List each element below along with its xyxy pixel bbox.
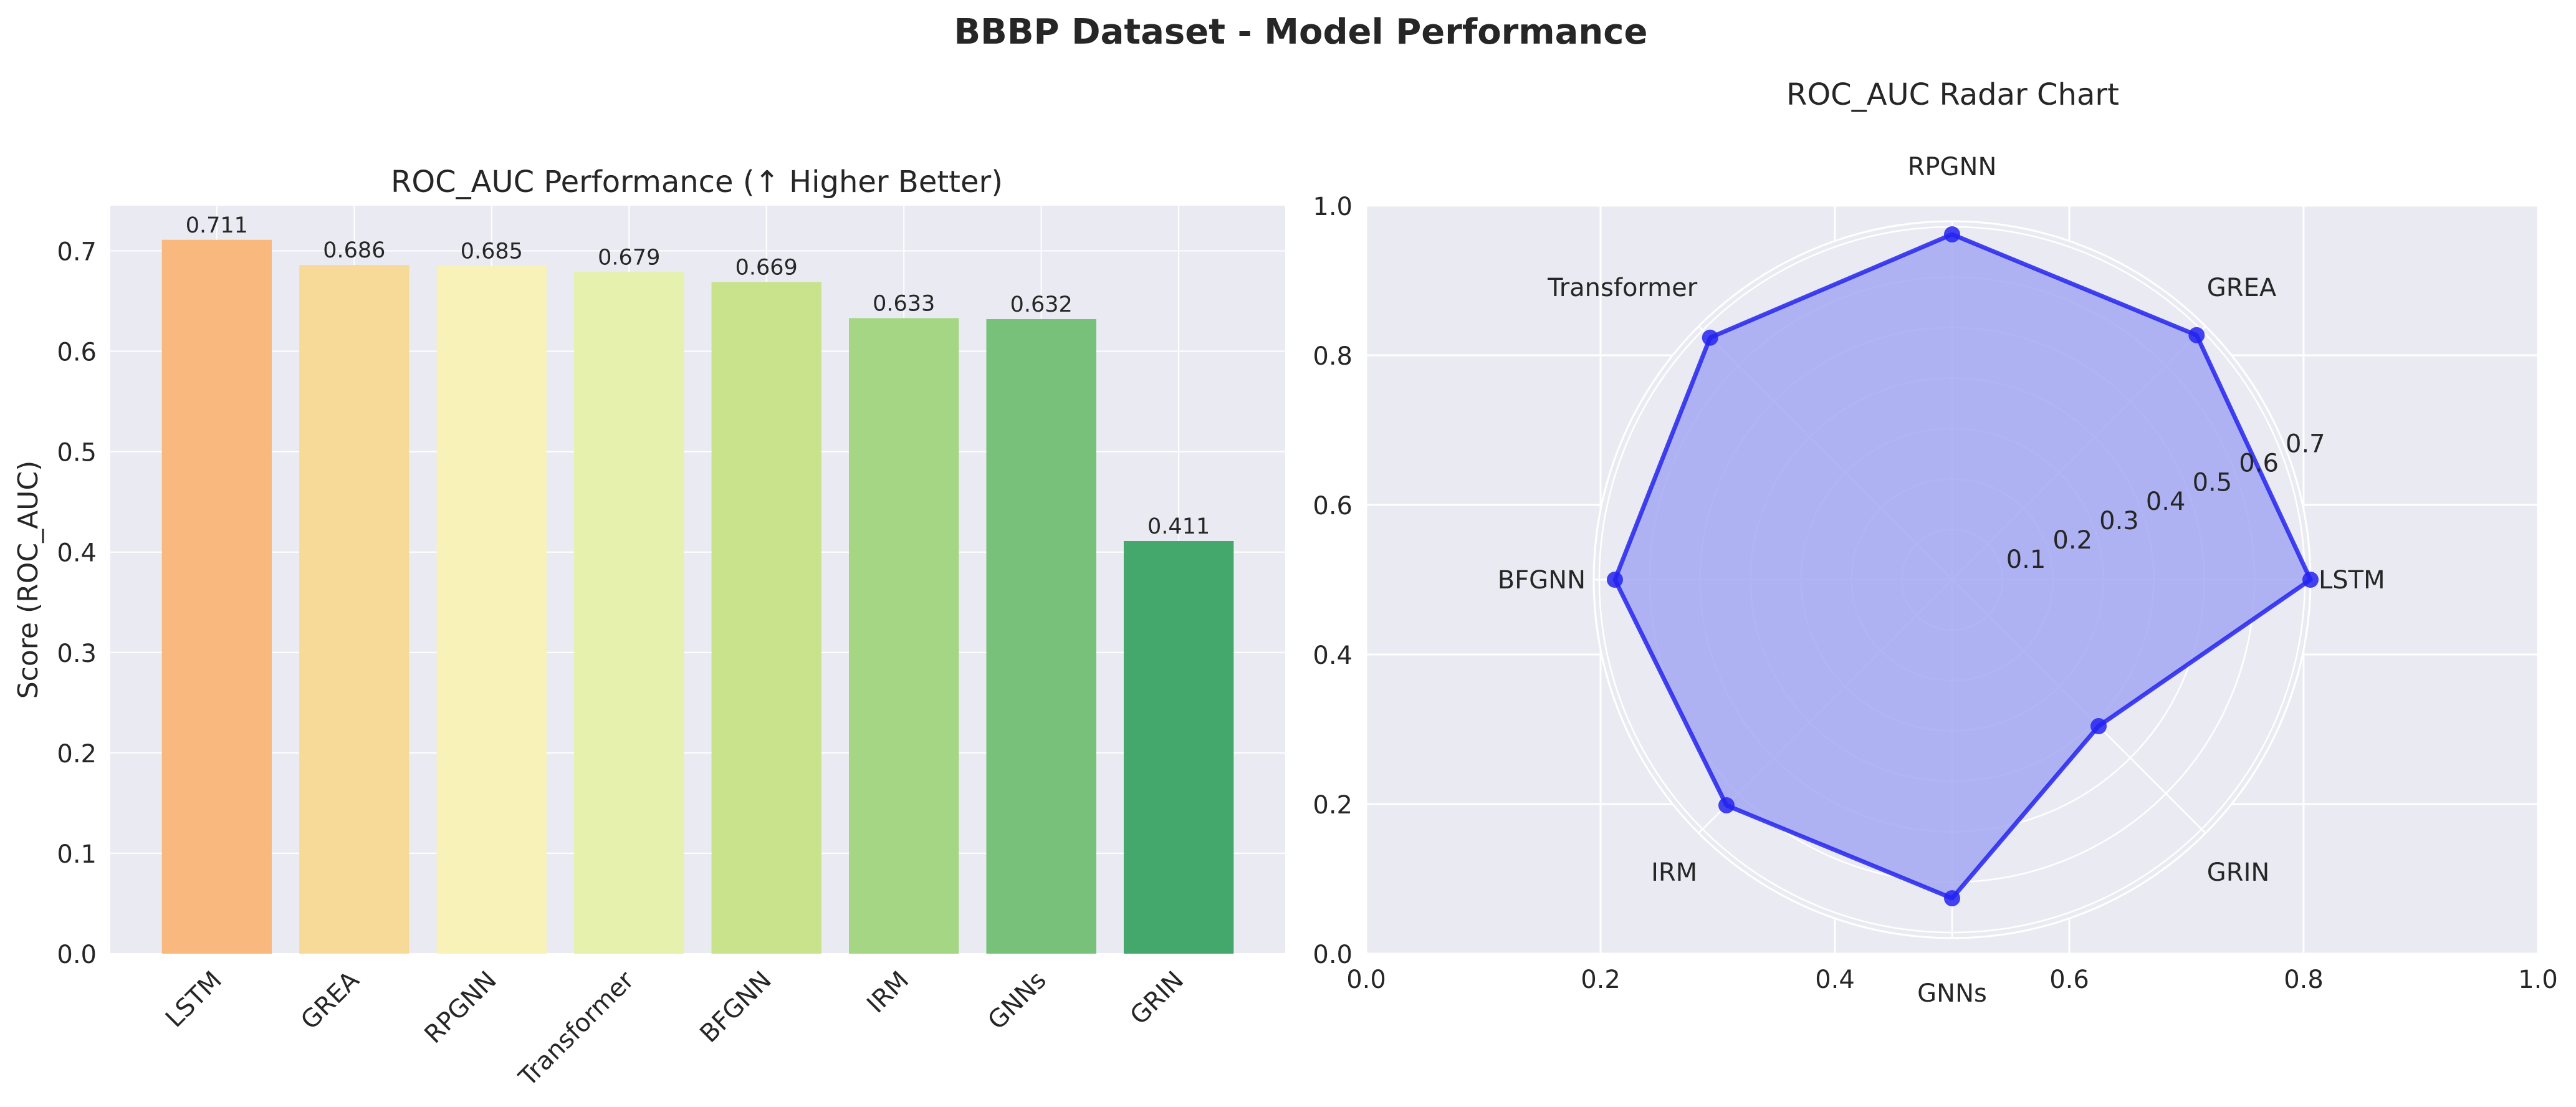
bar-y-tick-label: 0.0 [57,941,97,969]
bar [711,282,821,954]
radar-outer-tick-labels: 0.0 0.2 0.4 0.6 0.8 1.0 0.0 0.2 0.4 0.6 0.8 1.0 [1313,193,2557,994]
radar-r-tick-label: 0.4 [2146,487,2186,516]
radar-outer-x-tick-label: 0.0 [1346,966,1386,994]
bar [986,319,1096,954]
bar [1123,540,1234,954]
bar-y-axis-label: Score (ROC_AUC) [12,461,44,699]
bar-y-tick-label: 0.7 [57,237,97,266]
bar-value-label: 0.686 [323,238,385,263]
bar-value-label: 0.685 [461,239,523,264]
bar-value-label: 0.669 [735,255,798,280]
bar-x-tick-label: BFGNN [694,966,777,1048]
radar-category-label: BFGNN [1498,566,1586,595]
radar-point [1606,572,1623,588]
bar-x-tick-label: IRM [861,966,914,1019]
bar [299,265,409,954]
bar-value-label: 0.711 [186,213,248,238]
bar-y-tick-label: 0.4 [57,539,97,568]
radar-point [1718,797,1735,813]
bar-x-tick-label: Transformer [513,966,639,1092]
radar-point [1702,329,1718,346]
radar-category-label: Transformer [1547,274,1698,302]
bar-y-tick-label: 0.3 [57,640,97,668]
bar-x-tick-label: RPGNN [419,966,502,1049]
radar-outer-y-tick-label: 0.4 [1313,641,1353,670]
bar-y-tick-label: 0.5 [57,439,97,467]
radar-outer-x-tick-label: 0.4 [1815,966,1855,994]
bar [574,272,684,954]
bar-chart-title: ROC_AUC Performance (↑ Higher Better) [391,165,1003,199]
radar-outer-x-tick-label: 0.2 [1581,966,1621,994]
bar-plot-area [110,206,1285,954]
bar-value-label: 0.632 [1010,292,1073,317]
radar-category-label: GNNs [1917,979,1987,1008]
radar-category-label: GRIN [2207,858,2270,887]
bar-x-tick-label: LSTM [160,966,227,1033]
bar-x-tick-label: GREA [295,966,365,1035]
radar-category-label: GREA [2207,274,2277,302]
radar-outer-y-tick-label: 0.0 [1313,941,1353,969]
radar-outer-y-tick-label: 1.0 [1313,193,1353,221]
radar-outer-y-tick-label: 0.2 [1313,791,1353,820]
radar-category-label: IRM [1651,858,1697,887]
radar-outer-x-tick-label: 0.6 [2049,966,2089,994]
bar-marks: 0.711 0.686 0.685 0.679 0.669 0.633 0.632 0.411 [161,213,1234,954]
bar-y-tick-label: 0.6 [57,338,97,367]
radar-category-label: LSTM [2319,566,2385,595]
bar-value-label: 0.679 [598,245,660,270]
radar-series-fill [1615,234,2310,899]
bar-value-label: 0.633 [873,291,935,316]
radar-point [2090,718,2107,735]
radar-r-tick-label: 0.1 [2006,545,2046,574]
radar-polar-area: 0.10.20.30.40.50.60.7LSTMGREARPGNNTransf… [1498,153,2385,1008]
radar-outer-x-tick-label: 0.8 [2284,966,2324,994]
bar-x-tick-label: GNNs [982,966,1052,1036]
bar [161,239,272,954]
figure-title: BBBP Dataset - Model Performance [954,12,1648,52]
bar [849,318,959,954]
radar-chart-title: ROC_AUC Radar Chart [1786,77,2119,112]
bar-y-tick-label: 0.1 [57,840,97,869]
radar-point [1944,890,1960,907]
radar-point [2302,572,2319,588]
bar-y-tick-label: 0.2 [57,740,97,769]
bar-y-tick-labels: 0.0 0.1 0.2 0.3 0.4 0.5 0.6 0.7 [57,237,97,969]
radar-point [1944,226,1960,243]
bar-x-tick-labels: LSTM GREA RPGNN Transformer BFGNN IRM GNNs GRIN [160,966,1189,1092]
bar [436,266,547,954]
bar-x-tick-label: GRIN [1125,966,1190,1031]
radar-r-tick-label: 0.6 [2239,449,2279,477]
radar-outer-y-tick-label: 0.8 [1313,342,1353,371]
radar-point [2188,327,2205,343]
radar-category-label: RPGNN [1908,153,1997,181]
radar-r-tick-label: 0.3 [2099,507,2139,535]
bar-chart: ROC_AUC Performance (↑ Higher Better) 0.… [12,165,1285,1093]
bar-value-label: 0.411 [1147,514,1210,539]
radar-outer-x-tick-label: 1.0 [2518,966,2558,994]
radar-r-tick-label: 0.2 [2052,526,2092,555]
radar-r-tick-label: 0.5 [2193,468,2233,497]
radar-outer-y-tick-label: 0.6 [1313,492,1353,520]
radar-r-tick-label: 0.7 [2286,429,2325,458]
radar-chart: ROC_AUC Radar Chart 0.0 0.2 0.4 0.6 0.8 1.00.… [1313,77,2557,1008]
